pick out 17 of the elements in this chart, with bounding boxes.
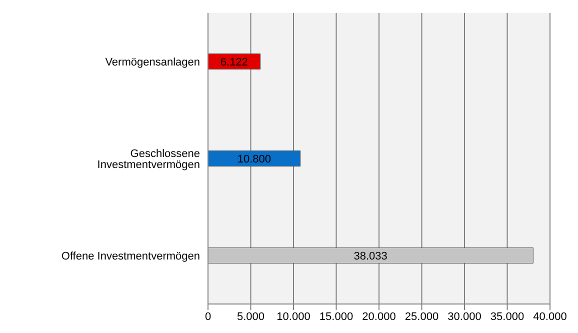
x-tick-label: 25.000 bbox=[404, 310, 439, 323]
data-label: 6.122 bbox=[220, 56, 248, 68]
x-tick-label: 15.000 bbox=[319, 310, 354, 323]
x-tick-label: 35.000 bbox=[490, 310, 524, 323]
x-tick-label: 30.000 bbox=[448, 310, 482, 323]
x-tick-label: 40.000 bbox=[533, 310, 567, 323]
y-tick-label: Vermögensanlagen bbox=[105, 56, 200, 68]
y-tick-label: Geschlossene Investmentvermögen bbox=[97, 148, 200, 171]
data-label: 38.033 bbox=[354, 250, 388, 262]
x-tick-label: 0 bbox=[204, 310, 212, 323]
x-tick-label: 5.000 bbox=[236, 310, 265, 323]
bar bbox=[208, 150, 301, 167]
x-tick-label: 10.000 bbox=[276, 310, 310, 323]
x-tick-label: 20.000 bbox=[362, 310, 396, 323]
bar bbox=[208, 247, 534, 264]
data-label: 10.800 bbox=[237, 153, 271, 166]
y-tick-label: Offene Investmentvermögen bbox=[61, 250, 200, 262]
